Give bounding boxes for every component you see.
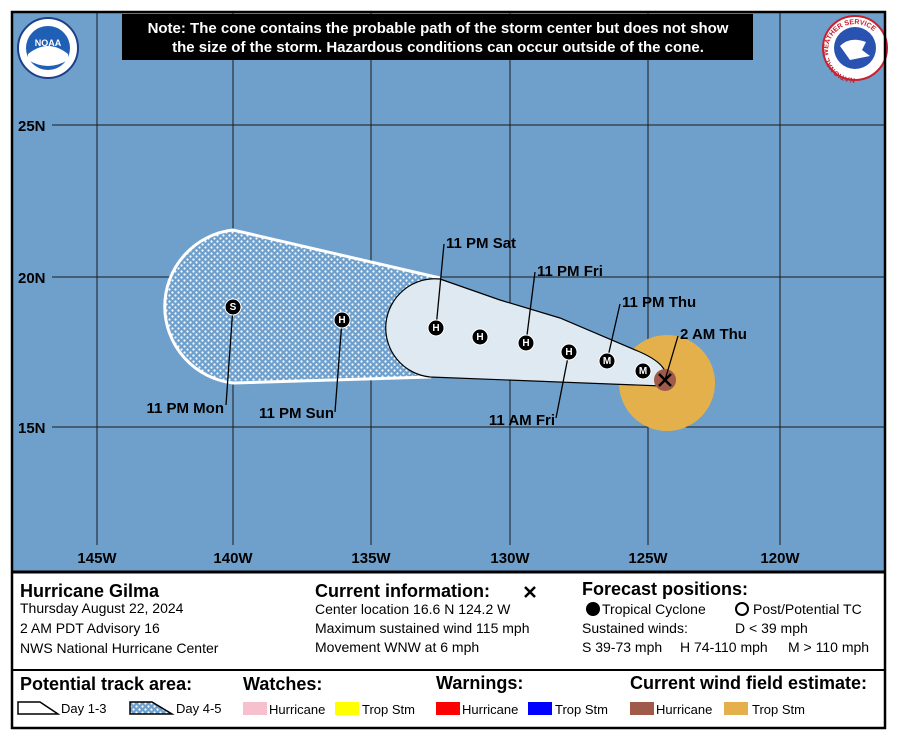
swatch <box>528 702 552 715</box>
post-tc-icon <box>735 602 749 616</box>
info-line: Post/Potential TC <box>753 601 862 617</box>
current-title: Current information: <box>315 581 490 601</box>
legend-label: Hurricane <box>462 702 518 717</box>
point-label: H <box>565 347 572 358</box>
legend-label: Trop Stm <box>555 702 608 717</box>
noaa-text: NOAA <box>35 38 62 48</box>
leader <box>606 303 621 362</box>
info-line: Maximum sustained wind 115 mph <box>315 620 530 636</box>
forecast-point <box>598 352 616 370</box>
leader <box>334 319 343 413</box>
lon-label: 125W <box>628 550 668 567</box>
forecast-points: M M H H H H H S <box>224 298 652 380</box>
leader <box>435 243 445 329</box>
lat-label: 15N <box>18 420 46 437</box>
info-line: Center location 16.6 N 124.2 W <box>315 601 511 617</box>
tc-icon <box>586 602 600 616</box>
info-line: Tropical Cyclone <box>602 601 706 617</box>
legend-title: Watches: <box>243 674 322 694</box>
forecast-point <box>517 334 535 352</box>
noaa-logo: NOAA <box>17 17 79 79</box>
info-line: H 74-110 mph <box>680 639 768 655</box>
swatch <box>630 702 654 715</box>
swatch <box>243 702 267 715</box>
lon-label: 120W <box>760 550 800 567</box>
time-label: 11 PM Sat <box>446 235 516 252</box>
legend-label: Hurricane <box>269 702 325 717</box>
forecast-point <box>333 311 351 329</box>
info-line: Movement WNW at 6 mph <box>315 639 479 655</box>
forecast-point <box>471 328 489 346</box>
x-icon <box>524 586 536 598</box>
forecast-point <box>427 319 445 337</box>
leader <box>555 351 570 419</box>
note-box <box>122 14 753 60</box>
info-line: 2 AM PDT Advisory 16 <box>20 620 160 636</box>
legend-label: Hurricane <box>656 702 712 717</box>
cone-day-1-3 <box>385 278 667 387</box>
point-label: H <box>338 315 345 326</box>
point-label: S <box>230 302 237 313</box>
leader-lines <box>225 243 679 419</box>
legend-label: Trop Stm <box>752 702 805 717</box>
point-label: H <box>522 338 529 349</box>
info-line: S 39-73 mph <box>582 639 662 655</box>
note-text: the size of the storm. Hazardous conditi… <box>172 39 704 56</box>
info-line: NWS National Hurricane Center <box>20 640 219 656</box>
leader <box>225 306 234 406</box>
leader <box>664 335 679 381</box>
legend-label: Day 4-5 <box>176 701 222 716</box>
info-line: Thursday August 22, 2024 <box>20 600 184 616</box>
legend-label: Day 1-3 <box>61 701 107 716</box>
cone-day-4-5 <box>163 228 442 385</box>
swatch <box>436 702 460 715</box>
lon-label: 135W <box>351 550 391 567</box>
legend-title: Current wind field estimate: <box>630 673 867 693</box>
forecast-point <box>634 362 652 380</box>
forecast-point <box>560 343 578 361</box>
day13-icon <box>17 701 61 715</box>
point-label: M <box>639 366 647 377</box>
nws-logo: NATIONAL WEATHER SERVICE <box>822 15 888 83</box>
frame <box>10 10 887 730</box>
info-line: M > 110 mph <box>788 639 869 655</box>
point-label: M <box>603 356 611 367</box>
time-label: 11 PM Mon <box>146 400 224 417</box>
time-label: 11 PM Thu <box>622 294 696 311</box>
point-label: H <box>476 332 483 343</box>
swatch <box>335 702 359 715</box>
point-label: H <box>432 323 439 334</box>
swatch <box>724 702 748 715</box>
map: 25N 20N 15N 145W 140W 135W 130W 125W 120… <box>12 12 888 572</box>
legend-title: Potential track area: <box>20 674 192 694</box>
time-label: 11 AM Fri <box>489 412 555 429</box>
legend-label: Trop Stm <box>362 702 415 717</box>
lat-label: 25N <box>18 118 46 135</box>
day45-icon <box>129 701 175 715</box>
storm-name: Hurricane Gilma <box>20 581 160 601</box>
leader <box>525 271 536 344</box>
time-label: 11 PM Sun <box>259 405 334 422</box>
info-line: Sustained winds: <box>582 620 688 636</box>
note-text: Note: The cone contains the probable pat… <box>148 20 729 37</box>
lon-label: 140W <box>213 550 253 567</box>
lon-label: 130W <box>490 550 530 567</box>
lat-label: 20N <box>18 270 46 287</box>
legend-title: Warnings: <box>436 673 523 693</box>
time-label: 2 AM Thu <box>680 326 747 343</box>
info-line: D < 39 mph <box>735 620 808 636</box>
lon-label: 145W <box>77 550 117 567</box>
time-label: 11 PM Fri <box>537 263 603 280</box>
forecast-title: Forecast positions: <box>582 579 748 599</box>
forecast-point <box>224 298 242 316</box>
current-position <box>658 373 672 387</box>
